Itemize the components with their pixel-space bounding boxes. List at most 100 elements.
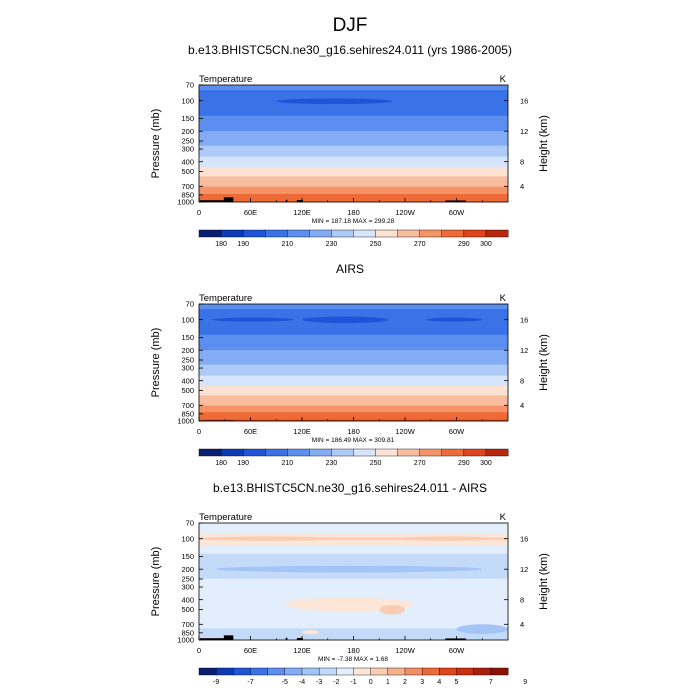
- colorbar-box: [309, 448, 332, 457]
- colorbar-box: [485, 229, 509, 238]
- contour-band: [199, 118, 508, 120]
- contour-band: [199, 555, 508, 558]
- contour-band: [199, 627, 508, 629]
- contour-band: [199, 397, 508, 399]
- panel-title: b.e13.BHISTC5CN.ne30_g16.sehires24.011 (…: [188, 43, 512, 57]
- contour-band: [199, 162, 508, 164]
- colorbar-box: [250, 667, 269, 676]
- colorbar-box: [309, 229, 332, 238]
- contour-band: [199, 535, 508, 537]
- contour-band: [199, 374, 508, 377]
- terrain-block: [223, 197, 234, 202]
- contour-band: [199, 181, 508, 183]
- colorbar-label: 1: [386, 679, 390, 686]
- colorbar-box: [287, 448, 310, 457]
- contour-band: [199, 620, 508, 623]
- contour-band: [199, 342, 508, 344]
- contour-band: [199, 381, 508, 383]
- contour-band: [199, 133, 508, 135]
- units-label: K: [500, 74, 507, 85]
- contour-band: [199, 327, 508, 329]
- height-axis: 16 12 8 4 Height (km): [504, 315, 550, 410]
- contour-band: [199, 363, 508, 366]
- contour-band: [199, 95, 508, 97]
- contour-band: [199, 376, 508, 378]
- contour-band: [199, 364, 508, 366]
- contour-band: [199, 596, 508, 598]
- panel-3: b.e13.BHISTC5CN.ne30_g16.sehires24.011 -…: [150, 481, 550, 686]
- x-axis: 0 60E 120E 180 120W 60W: [197, 417, 483, 436]
- contour-band: [199, 593, 508, 596]
- colorbar-box: [463, 229, 487, 238]
- contour-band: [199, 325, 508, 328]
- contour-band: [199, 328, 508, 330]
- contour-band: [199, 126, 508, 128]
- contour-band: [199, 536, 508, 538]
- contour-band: [199, 134, 508, 136]
- contour-band: [199, 577, 508, 579]
- contour-band: [199, 155, 508, 157]
- contour-band: [199, 132, 508, 134]
- contour-band: [199, 110, 508, 112]
- colorbar-box: [265, 229, 288, 238]
- contour-band: [199, 596, 508, 598]
- contour-band: [199, 378, 508, 380]
- contour-band: [199, 180, 508, 182]
- contour-band: [199, 336, 508, 338]
- colorbar: -9 -7 -5 -4 -3 -2 -1 0 1 2 3 4 5 7 9: [198, 667, 527, 686]
- contour-band: [199, 120, 508, 122]
- contour-band: [199, 117, 508, 119]
- contour-band: [199, 145, 508, 147]
- contour-band: [199, 393, 508, 395]
- contour-band: [199, 380, 508, 382]
- y-tick-label: 200: [181, 127, 194, 136]
- contour-feature: [396, 536, 496, 541]
- colorbar-label: 300: [480, 241, 492, 248]
- colorbar-box: [198, 448, 222, 457]
- contour-band: [199, 142, 508, 144]
- contour-band: [199, 629, 508, 631]
- contour-band: [199, 143, 508, 145]
- contour-band: [199, 304, 508, 306]
- contour-band: [199, 193, 508, 195]
- x-tick-label: 0: [197, 646, 201, 655]
- contour-band: [199, 135, 508, 137]
- y-tick-label: 300: [181, 145, 194, 154]
- colorbar-label: -2: [333, 679, 339, 686]
- contour-band: [199, 182, 508, 185]
- y-tick-label: 1000: [177, 417, 194, 426]
- contour-band: [199, 339, 508, 341]
- y-axis-label: Pressure (mb): [150, 109, 162, 179]
- contour-band: [199, 315, 508, 317]
- contour-band: [199, 398, 508, 400]
- contour-band: [199, 105, 508, 107]
- contour-band: [199, 312, 508, 314]
- height-tick-label: 8: [520, 376, 524, 385]
- contour-band: [199, 149, 508, 151]
- contour-band: [199, 561, 508, 563]
- contour-band: [199, 304, 508, 306]
- x-tick-label: 0: [197, 208, 201, 217]
- height-tick-label: 8: [520, 595, 524, 604]
- contour-band: [199, 111, 508, 113]
- contour-band: [199, 87, 508, 89]
- contour-band: [199, 528, 508, 530]
- contour-band: [199, 625, 508, 627]
- contour-band: [199, 611, 508, 613]
- terrain-mask: [199, 635, 466, 640]
- contour-band: [199, 332, 508, 334]
- contour-band: [199, 370, 508, 372]
- terrain-block: [445, 200, 466, 202]
- colorbar-label: 2: [403, 679, 407, 686]
- colorbar-box: [287, 229, 310, 238]
- contour-band: [199, 542, 508, 544]
- colorbar-box: [397, 229, 421, 238]
- contour-band: [199, 400, 508, 402]
- contour-band: [199, 626, 508, 628]
- contour-band: [199, 163, 508, 166]
- contour-band: [199, 585, 508, 587]
- contour-band: [199, 188, 508, 190]
- contour-band: [199, 325, 508, 327]
- contour-band: [199, 348, 508, 350]
- contour-band: [199, 373, 508, 375]
